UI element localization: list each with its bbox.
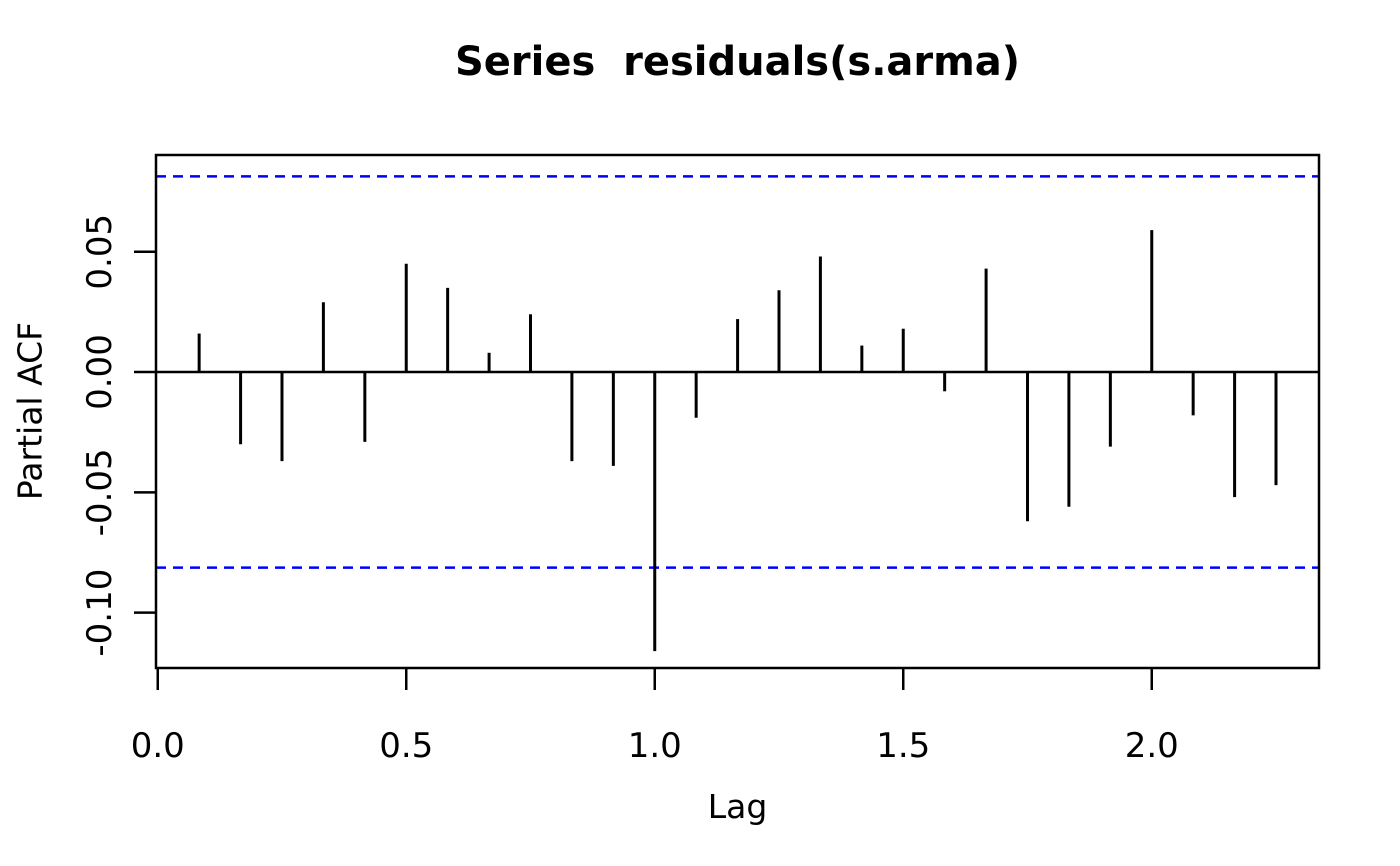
- plot-title: Series residuals(s.arma): [454, 39, 1021, 85]
- plot-box: [154, 153, 1321, 670]
- x-tick-label: 0.0: [131, 726, 185, 766]
- y-axis-label: Partial ACF: [10, 321, 50, 501]
- x-tick-label: 2.0: [1125, 726, 1179, 766]
- y-tick-label: 0.05: [80, 214, 120, 290]
- x-tick-label: 1.5: [876, 726, 930, 766]
- y-tick-label: -0.10: [80, 569, 120, 657]
- x-axis-label: Lag: [707, 787, 768, 826]
- x-tick-label: 1.0: [628, 726, 682, 766]
- y-tick-label: -0.05: [80, 448, 120, 536]
- y-tick-label: 0.00: [80, 334, 120, 410]
- x-tick-label: 0.5: [379, 726, 433, 766]
